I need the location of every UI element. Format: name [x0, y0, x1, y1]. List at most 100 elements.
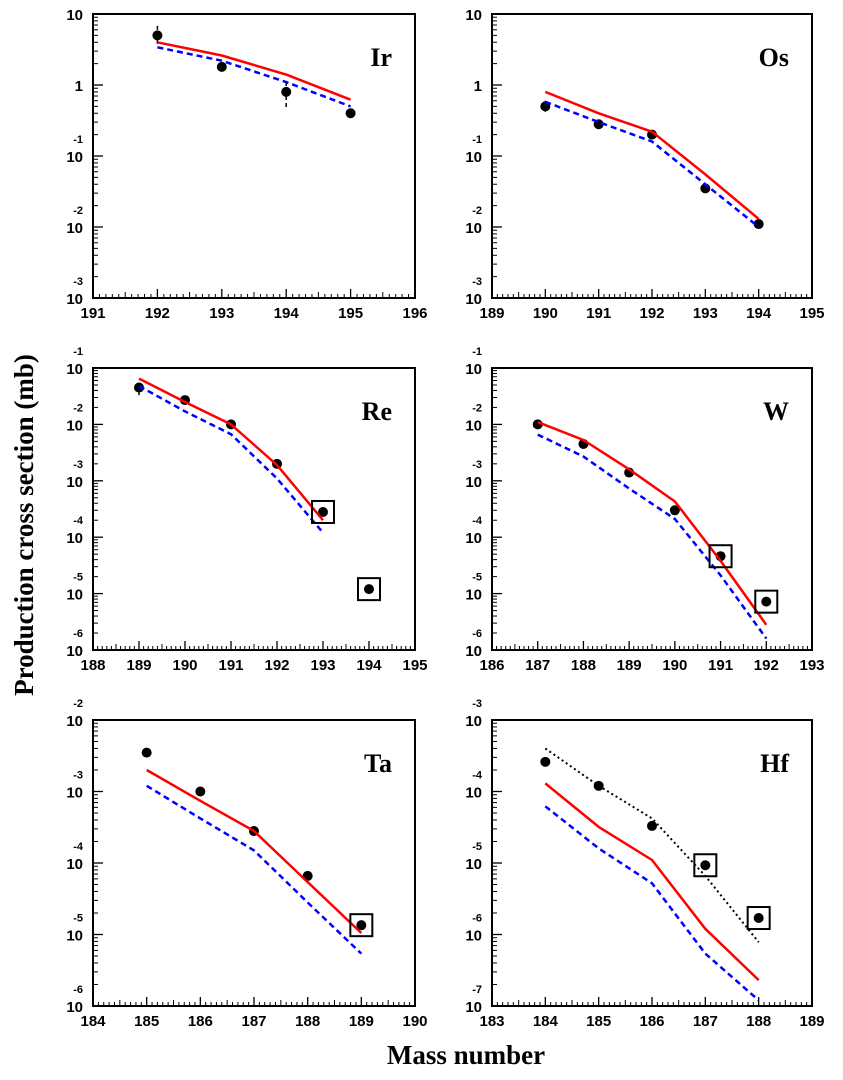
- y-tick-exponent: -3: [472, 698, 482, 710]
- dashed-curve: [138, 384, 324, 534]
- y-tick-exponent: -2: [472, 205, 482, 217]
- data-point: [753, 219, 764, 230]
- y-tick-label: 10: [465, 474, 482, 491]
- data-point: [540, 756, 551, 767]
- x-tick-label: 190: [402, 1013, 427, 1030]
- highlight-box: [357, 577, 381, 602]
- x-tick-label: 188: [571, 657, 596, 674]
- y-tick-label: 10: [66, 713, 83, 730]
- x-tick-label: 188: [80, 657, 105, 674]
- y-tick-label: 10: [465, 361, 482, 378]
- y-tick-exponent: -6: [472, 913, 482, 925]
- x-tick-label: 190: [533, 305, 558, 322]
- x-tick-label: 193: [799, 657, 824, 674]
- y-tick-exponent: -3: [73, 276, 83, 288]
- x-tick-label: 187: [241, 1013, 266, 1030]
- y-tick-label: 10: [66, 928, 83, 945]
- y-tick-exponent: -6: [472, 628, 482, 640]
- y-tick-exponent: -5: [472, 841, 482, 853]
- y-tick-label: 10: [465, 643, 482, 660]
- x-tick-label: 194: [356, 657, 382, 674]
- y-tick-exponent: -5: [73, 913, 83, 925]
- solid-curve: [544, 782, 760, 982]
- data-point: [669, 505, 680, 516]
- x-tick-label: 191: [218, 657, 243, 674]
- element-label: Re: [362, 397, 392, 426]
- x-axis-title: Mass number: [387, 1040, 545, 1070]
- dashed-curve: [146, 784, 363, 955]
- data-point: [761, 596, 772, 607]
- y-tick-exponent: -2: [73, 698, 83, 710]
- element-label: Os: [759, 43, 789, 72]
- x-tick-label: 191: [80, 305, 105, 322]
- x-tick-label: 195: [338, 305, 363, 322]
- data-point: [647, 820, 657, 831]
- y-tick-label: 10: [465, 856, 482, 873]
- y-tick-exponent: -4: [73, 515, 84, 527]
- y-tick-exponent: -1: [472, 346, 482, 358]
- data-point: [364, 584, 374, 595]
- y-tick-label: 10: [66, 149, 83, 166]
- highlight-box: [693, 853, 718, 878]
- element-label: W: [763, 397, 789, 426]
- y-tick-label: 10: [66, 361, 83, 378]
- y-tick-label: 10: [465, 220, 482, 237]
- x-tick-label: 189: [799, 1013, 824, 1030]
- dotted-curve: [544, 747, 760, 943]
- y-tick-exponent: -6: [73, 628, 83, 640]
- data-point: [753, 913, 764, 924]
- data-point: [356, 920, 367, 931]
- y-tick-label: 10: [465, 999, 482, 1016]
- element-label: Ir: [370, 43, 392, 72]
- x-tick-label: 186: [188, 1013, 213, 1030]
- y-tick-label: 10: [66, 856, 83, 873]
- y-tick-label: 10: [465, 713, 482, 730]
- y-tick-label: 10: [66, 474, 83, 491]
- data-point: [700, 860, 711, 871]
- y-tick-label: 10: [66, 291, 83, 308]
- y-tick-label: 10: [465, 530, 482, 547]
- solid-curve: [544, 90, 760, 220]
- solid-curve: [138, 377, 324, 522]
- highlight-box: [311, 499, 335, 524]
- x-tick-label: 189: [479, 305, 504, 322]
- data-point: [318, 506, 328, 517]
- data-point: [345, 108, 356, 119]
- x-tick-label: 185: [586, 1013, 611, 1030]
- y-tick-exponent: -3: [472, 276, 482, 288]
- y-tick-exponent: -6: [73, 984, 83, 996]
- x-tick-label: 192: [639, 305, 664, 322]
- y-tick-label: 10: [66, 999, 83, 1016]
- y-tick-exponent: -7: [472, 984, 482, 996]
- highlight-box: [349, 913, 374, 938]
- data-point: [281, 86, 292, 97]
- x-tick-label: 187: [525, 657, 550, 674]
- x-tick-label: 194: [746, 305, 772, 322]
- x-tick-label: 185: [134, 1013, 159, 1030]
- y-tick-exponent: -3: [73, 459, 83, 471]
- panel-os: 189 190 191 192 193 194 195 10 1 10 -1 10 -2 10 -3 Os: [465, 7, 824, 322]
- plot-frame: [92, 13, 416, 299]
- x-tick-label: 195: [799, 305, 824, 322]
- solid-curve: [157, 41, 352, 101]
- x-tick-label: 186: [479, 657, 504, 674]
- x-tick-label: 184: [533, 1013, 559, 1030]
- highlight-box: [754, 589, 779, 614]
- panel-re: 188 189 190 191 192 193 194 195 10 -1 10 -2 10 -3 10 -4…: [66, 346, 427, 674]
- y-tick-label: 10: [66, 785, 83, 802]
- y-tick-exponent: -4: [472, 770, 483, 782]
- x-tick-label: 183: [479, 1013, 504, 1030]
- x-tick-label: 196: [402, 305, 427, 322]
- y-tick-label: 10: [465, 417, 482, 434]
- data-point: [141, 747, 152, 758]
- y-tick-label: 10: [66, 220, 83, 237]
- dashed-curve: [157, 46, 352, 108]
- data-point: [152, 30, 163, 41]
- y-tick-label: 10: [465, 785, 482, 802]
- y-tick-label: 1: [75, 78, 83, 95]
- y-tick-exponent: -3: [73, 770, 83, 782]
- x-tick-label: 187: [693, 1013, 718, 1030]
- x-tick-label: 188: [746, 1013, 771, 1030]
- x-tick-label: 192: [754, 657, 779, 674]
- panel-ta: 184 185 186 187 188 189 190 10 -2 10 -3 10 -4 10 -5 10 -…: [66, 698, 427, 1030]
